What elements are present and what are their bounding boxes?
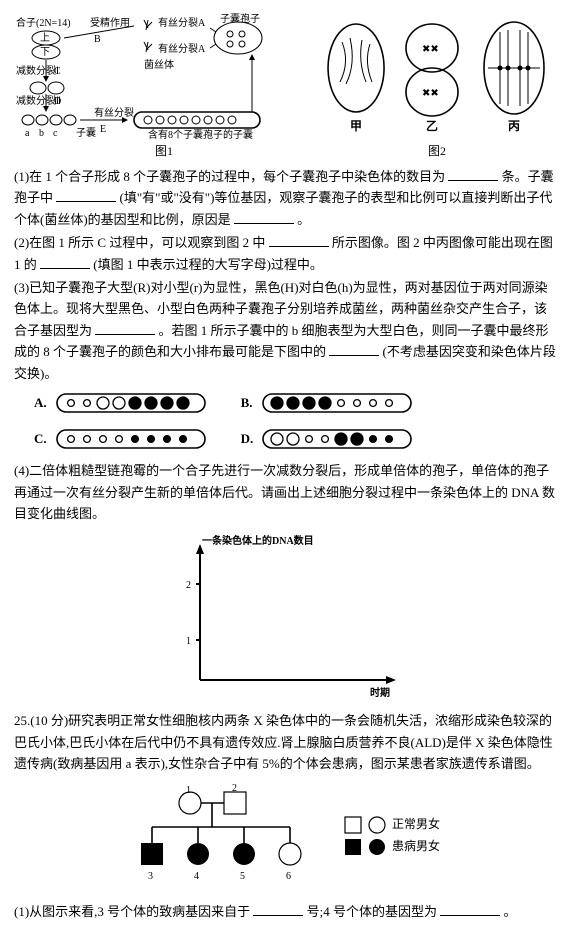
question-2: (2)在图 1 所示 C 过程中，可以观察到图 2 中 所示图像。图 2 中丙图… <box>14 232 556 275</box>
q1-blank-1[interactable] <box>448 167 498 181</box>
svg-text:A: A <box>198 18 206 29</box>
option-D-pod <box>259 426 419 452</box>
q1-blank-3[interactable] <box>234 210 294 224</box>
svg-text:5: 5 <box>240 871 245 882</box>
ytick-2: 2 <box>186 580 191 591</box>
question-25-1: (1)从图示来看,3 号个体的致病基因来自于 号;4 号个体的基因型为 。 <box>14 901 556 922</box>
q4-chart: 一条染色体上的DNA数目 2 1 时期 <box>14 530 556 700</box>
q25-1-c: 。 <box>504 904 517 919</box>
q3-blank-1[interactable] <box>95 321 155 335</box>
svg-text:有丝分裂: 有丝分裂 <box>158 16 198 29</box>
q4-text: (4)二倍体粗糙型链孢霉的一个合子先进行一次减数分裂后，形成单倍体的孢子，单倍体… <box>14 463 555 521</box>
chart-xlabel: 时期 <box>370 686 390 699</box>
q25-blank-2[interactable] <box>440 902 500 916</box>
q2-blank-2[interactable] <box>40 255 90 269</box>
question-25: 25.(10 分)研究表明正常女性细胞核内两条 X 染色体中的一条会随机失活，浓… <box>14 710 556 774</box>
fig2-caption: 图2 <box>322 142 552 162</box>
q1-text-a: (1)在 1 个合子形成 8 个子囊孢子的过程中，每个子囊孢子中染色体的数目为 <box>14 169 445 184</box>
svg-text:有丝分裂: 有丝分裂 <box>158 42 198 55</box>
mycelium-top: 有丝分裂 A <box>144 16 206 30</box>
svg-text:c: c <box>53 128 58 139</box>
svg-text:A: A <box>198 44 206 55</box>
pedigree-chart: 1 2 3 4 5 6 <box>130 781 320 891</box>
zygote-label: 合子(2N=14) <box>16 16 71 29</box>
mycelium-bot: 有丝分裂 A <box>144 42 206 55</box>
option-A[interactable]: A. <box>34 390 213 416</box>
q2-blank-1[interactable] <box>269 233 329 247</box>
q1-text-d: 。 <box>297 212 310 227</box>
question-4: (4)二倍体粗糙型链孢霉的一个合子先进行一次减数分裂后，形成单倍体的孢子，单倍体… <box>14 460 556 524</box>
option-A-pod <box>53 390 213 416</box>
svg-text:B: B <box>94 34 101 45</box>
svg-text:C: C <box>54 66 61 77</box>
fert-label: 受精作用 <box>90 16 130 29</box>
svg-text:菌丝体: 菌丝体 <box>144 59 174 71</box>
svg-text:乙: 乙 <box>426 119 438 133</box>
fig1-caption: 图1 <box>14 142 314 162</box>
legend-affected-label: 患病男女 <box>392 837 440 857</box>
svg-text:4: 4 <box>194 871 199 882</box>
option-D-label: D. <box>241 428 254 449</box>
option-C-label: C. <box>34 428 47 449</box>
option-B[interactable]: B. <box>241 390 419 416</box>
figure-2: 甲 ✖✖ ✖✖ 乙 丙 图2 <box>322 12 552 162</box>
svg-text:3: 3 <box>148 871 153 882</box>
svg-text:含有8个子囊孢子的子囊: 含有8个子囊孢子的子囊 <box>148 128 253 141</box>
q25-blank-1[interactable] <box>253 902 303 916</box>
svg-text:a: a <box>25 128 30 139</box>
q2-text-c: (填图 1 中表示过程的大写字母)过程中。 <box>93 257 323 272</box>
svg-text:上: 上 <box>40 32 50 44</box>
q1-blank-2[interactable] <box>56 188 116 202</box>
option-B-pod <box>259 390 419 416</box>
pedigree-row: 1 2 3 4 5 6 正常男女 患病男女 <box>14 781 556 891</box>
figure-1: 合子(2N=14) 受精作用 上 下 B 有丝分裂 A 有丝分裂 A 菌丝体 <box>14 12 314 162</box>
svg-text:✖✖: ✖✖ <box>422 88 439 99</box>
pedigree-legend: 正常男女 患病男女 <box>344 813 440 859</box>
svg-text:6: 6 <box>286 871 291 882</box>
q25-1-b: 号;4 号个体的基因型为 <box>307 904 437 919</box>
options: A. B. C. D. <box>34 390 556 452</box>
svg-text:丙: 丙 <box>508 119 520 133</box>
question-1: (1)在 1 个合子形成 8 个子囊孢子的过程中，每个子囊孢子中染色体的数目为 … <box>14 166 556 230</box>
figure-row: 合子(2N=14) 受精作用 上 下 B 有丝分裂 A 有丝分裂 A 菌丝体 <box>14 12 556 162</box>
q25-1-a: (1)从图示来看,3 号个体的致病基因来自于 <box>14 904 250 919</box>
option-C[interactable]: C. <box>34 426 213 452</box>
chart-ylabel: 一条染色体上的DNA数目 <box>202 534 314 547</box>
ytick-1: 1 <box>186 636 191 647</box>
option-C-pod <box>53 426 213 452</box>
option-A-label: A. <box>34 392 47 413</box>
legend-normal-label: 正常男女 <box>392 815 440 835</box>
svg-text:2: 2 <box>232 783 237 794</box>
svg-text:b: b <box>39 128 44 139</box>
legend-affected: 患病男女 <box>344 837 440 857</box>
q2-text-a: (2)在图 1 所示 C 过程中，可以观察到图 2 中 <box>14 235 265 250</box>
q3-blank-2[interactable] <box>329 342 379 356</box>
svg-text:甲: 甲 <box>350 119 362 133</box>
cell-yi: ✖✖ ✖✖ <box>406 24 458 116</box>
svg-text:子囊: 子囊 <box>76 126 96 139</box>
svg-text:减数分裂Ⅰ: 减数分裂Ⅰ <box>16 64 59 77</box>
q25-text: 25.(10 分)研究表明正常女性细胞核内两条 X 染色体中的一条会随机失活，浓… <box>14 713 553 771</box>
svg-text:下: 下 <box>40 47 50 58</box>
svg-text:E: E <box>100 124 106 135</box>
cell-bing <box>484 22 544 114</box>
svg-text:子囊孢子: 子囊孢子 <box>220 12 260 25</box>
svg-text:1: 1 <box>186 785 191 796</box>
svg-text:D: D <box>54 96 61 107</box>
svg-text:有丝分裂: 有丝分裂 <box>94 106 134 119</box>
question-3: (3)已知子囊孢子大型(R)对小型(r)为显性，黑色(H)对白色(h)为显性，两… <box>14 277 556 384</box>
svg-text:✖✖: ✖✖ <box>422 44 439 55</box>
option-B-label: B. <box>241 392 253 413</box>
option-D[interactable]: D. <box>241 426 420 452</box>
cell-jia <box>328 24 384 112</box>
legend-normal: 正常男女 <box>344 815 440 835</box>
